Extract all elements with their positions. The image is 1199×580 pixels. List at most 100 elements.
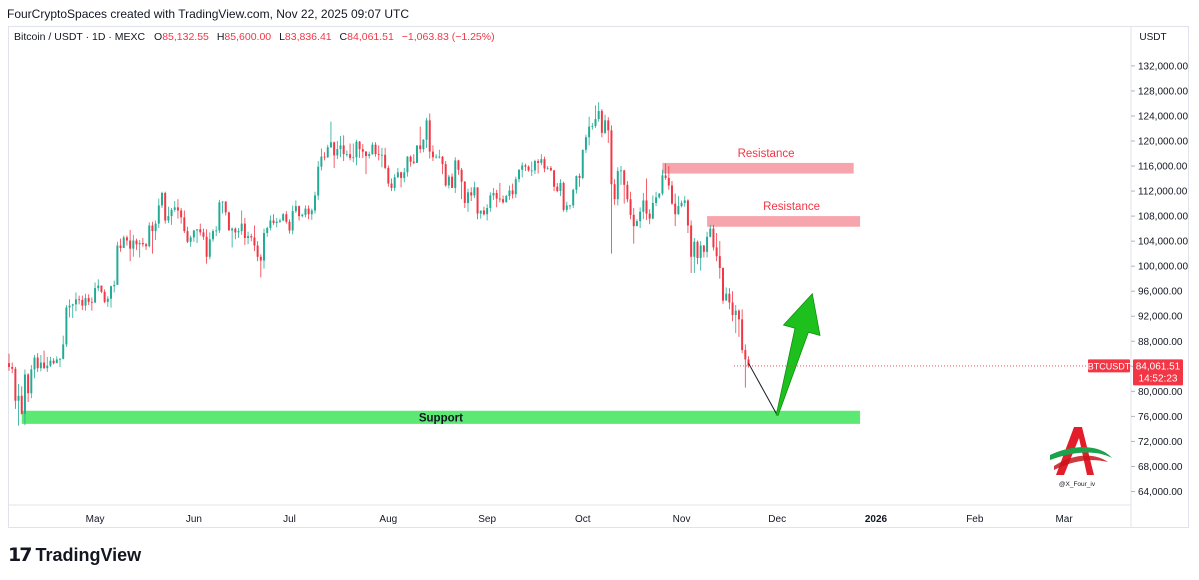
resistance-label: Resistance [738,148,795,160]
candle [537,159,540,174]
candle [253,225,256,252]
candle-body [527,166,530,171]
candle [323,152,326,161]
candle [588,116,591,146]
candle-body [132,240,135,249]
symbol-tag-bg [1088,359,1130,373]
resistance-zone-2 [707,216,861,227]
candle-body [384,154,387,168]
candle-body [699,245,702,259]
candle [167,206,170,223]
candle-body [8,363,10,367]
candle [616,167,619,206]
candle [451,173,454,188]
y-tick-label: 104,000.00 [1138,237,1188,248]
candle [482,206,485,216]
candle-body [594,119,597,126]
candle [667,166,670,190]
open-label: O [154,31,163,43]
candle-body [218,202,221,231]
x-tick-label: Nov [673,514,691,525]
candle-body [425,120,428,140]
candle [294,200,297,213]
candle [658,192,661,199]
candle [132,234,135,257]
candle-body [419,145,422,150]
candle [715,233,718,262]
candle-body [307,208,310,215]
candle-body [221,201,224,203]
candle [722,267,724,304]
drawing-layer [734,292,1131,416]
price-tag-value: 84,061.51 [1136,361,1181,372]
candle-body [686,200,689,226]
candle [594,105,597,128]
candle-body [639,211,642,222]
candle-body [422,139,425,150]
y-tick-label: 72,000.00 [1138,437,1183,448]
candle [530,161,533,177]
candle-body [683,200,686,203]
candle-body [393,177,396,188]
y-tick-label: 132,000.00 [1138,61,1188,72]
candle-body [361,149,364,152]
candle-body [278,220,281,222]
candle-body [502,199,505,203]
candle-body [511,190,514,195]
candle [68,299,71,318]
candle-body [674,203,677,215]
candle-body [183,217,186,232]
candle-body [737,310,740,320]
candle [345,150,348,157]
y-tick-label: 64,000.00 [1138,487,1183,498]
candle-body [600,110,603,133]
candle [747,356,750,368]
price-tag-countdown: 14:52:23 [1139,373,1178,384]
candle [151,221,154,254]
candle-body [702,245,705,252]
candle [17,383,20,426]
candle-body [718,256,721,269]
candle-body [323,156,326,158]
candle-body [36,357,39,369]
candle-body [180,210,183,218]
candle-body [651,202,654,219]
tradingview-logo[interactable]: 17 TradingView [8,544,141,566]
candle [613,179,616,205]
candle-body [240,223,243,232]
x-tick-label: 2026 [865,514,888,525]
candle [234,227,237,240]
candle-body [479,210,482,214]
candle-body [409,156,412,162]
candle-body [243,223,246,239]
candle [680,200,683,208]
candle [224,201,227,216]
candle-body [113,284,116,287]
candle-body [94,288,97,303]
candle-body [157,205,160,224]
candle [575,175,578,194]
candle [610,125,613,254]
candle [161,191,163,208]
watermark-handle: @X_Four_iv [1059,481,1096,488]
candle [320,148,323,171]
candle [119,238,122,252]
candle [396,167,399,178]
candle-body [498,198,501,200]
candle-body [320,156,323,167]
candle [454,157,457,193]
candle [215,226,218,237]
candle-body [562,182,565,210]
candle-body [476,187,479,214]
candle [74,292,77,312]
candle-body [696,241,699,259]
candle [122,235,125,249]
candle-body [747,359,750,366]
candle [620,166,622,185]
candle-body [97,285,100,289]
candle-layer [8,102,750,426]
candle-body [553,170,556,187]
x-tick-label: Sep [478,514,496,525]
symbol-label[interactable]: Bitcoin / USDT · 1D · MEXC [14,31,146,43]
